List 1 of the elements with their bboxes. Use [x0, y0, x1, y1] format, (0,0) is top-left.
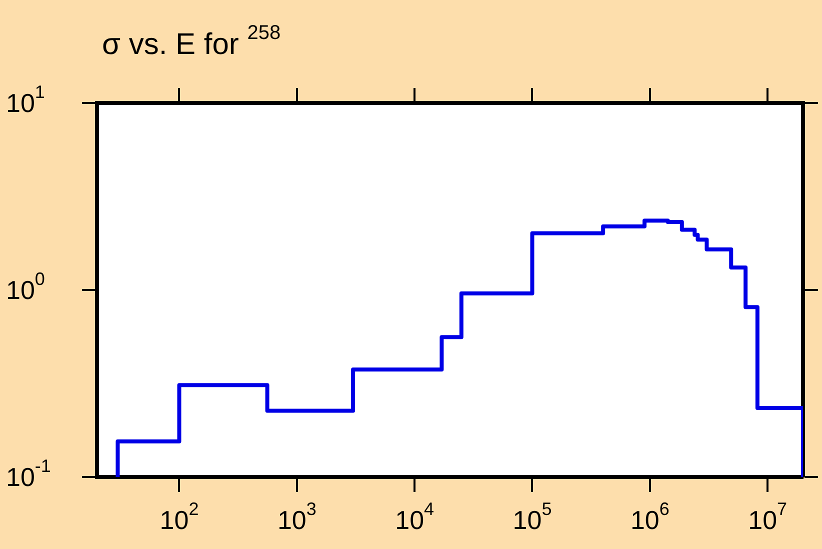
chart-title: σ vs. E for $^{258}$	[102, 22, 281, 62]
